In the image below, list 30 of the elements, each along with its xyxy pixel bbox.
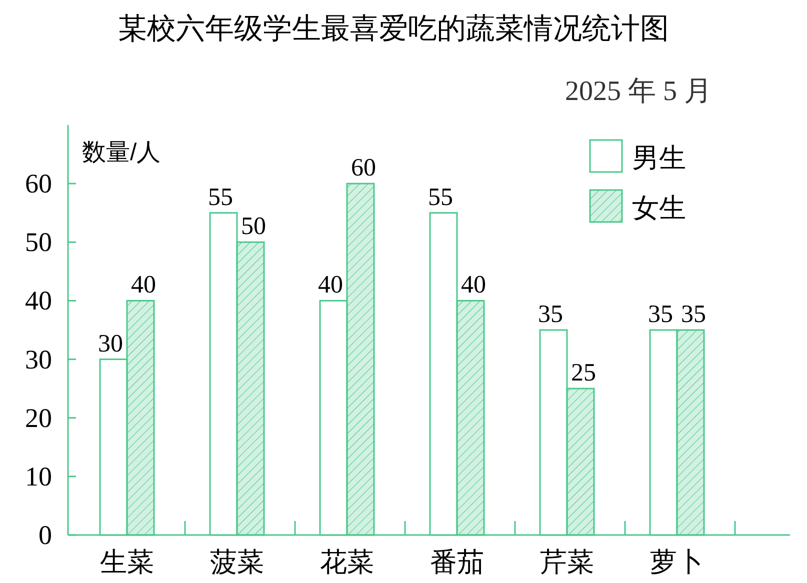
y-tick-label: 60	[25, 168, 52, 199]
y-axis-title: 数量/人	[82, 139, 161, 166]
data-label: 50	[241, 213, 266, 240]
data-label: 35	[538, 301, 563, 328]
y-tick-label: 40	[25, 286, 52, 316]
x-tick-label: 番茄	[430, 547, 484, 577]
legend-label: 女生	[632, 193, 686, 223]
legend-label: 男生	[632, 143, 686, 173]
chart-title: 某校六年级学生最喜爱吃的蔬菜情况统计图	[118, 13, 669, 45]
data-label: 40	[318, 272, 343, 299]
data-label: 55	[208, 184, 233, 211]
x-tick-label: 菠菜	[210, 547, 264, 577]
data-label: 25	[571, 360, 596, 387]
y-tick-label: 10	[25, 461, 52, 492]
data-label: 55	[428, 184, 453, 211]
chart-subtitle: 2025 年 5 月	[565, 76, 712, 107]
data-label: 30	[98, 330, 123, 358]
data-label: 35	[648, 301, 673, 328]
x-tick-label: 萝卜	[650, 547, 704, 577]
data-label: 40	[131, 272, 156, 299]
data-label: 40	[461, 272, 486, 299]
y-tick-label: 0	[38, 520, 52, 550]
x-tick-label: 芹菜	[540, 547, 594, 577]
data-label: 35	[681, 301, 706, 328]
y-tick-label: 50	[25, 227, 52, 258]
y-tick-label: 20	[25, 402, 52, 433]
y-tick-label: 30	[25, 344, 52, 374]
data-label: 60	[351, 154, 376, 182]
x-tick-label: 花菜	[320, 547, 374, 577]
x-tick-label: 生菜	[100, 547, 154, 577]
